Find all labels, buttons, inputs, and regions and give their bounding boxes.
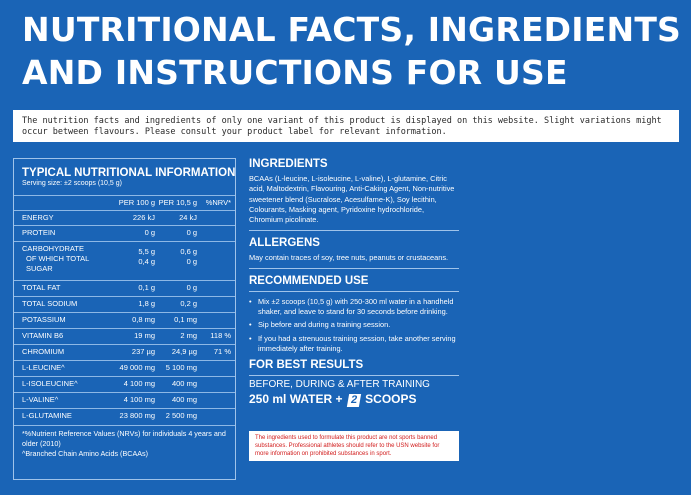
row-per-serving: 5 100 mg bbox=[165, 363, 197, 372]
row-per-serving: 400 mg bbox=[171, 395, 197, 404]
page-title-line-1: NUTRITIONAL FACTS, INGREDIENTS bbox=[22, 10, 681, 49]
sports-warning: The ingredients used to formulate this p… bbox=[249, 431, 459, 461]
best-results-title: FOR BEST RESULTS bbox=[249, 359, 364, 372]
row-per-serving: 0 g bbox=[186, 283, 197, 292]
row-sublabel: SUGAR bbox=[26, 264, 53, 273]
row-per-100g: 0,4 g bbox=[138, 257, 155, 266]
row-per-serving: 0 g bbox=[186, 228, 197, 237]
divider bbox=[249, 267, 459, 269]
training-timing: BEFORE, DURING & AFTER TRAINING bbox=[249, 379, 430, 391]
disclaimer-banner: The nutrition facts and ingredients of o… bbox=[13, 110, 679, 142]
scoops-label: SCOOPS bbox=[365, 392, 417, 407]
nutrition-footnotes: *%Nutrient Reference Values (NRVs) for i… bbox=[22, 429, 230, 459]
table-row: TOTAL SODIUM 1,8 g 0,2 g bbox=[14, 296, 235, 312]
column-per-100g: PER 100 g bbox=[118, 198, 155, 207]
nrv-footnote: *%Nutrient Reference Values (NRVs) for i… bbox=[22, 429, 226, 448]
table-row: L-ISOLEUCINE^ 4 100 mg 400 mg bbox=[14, 376, 235, 392]
allergens-text: May contain traces of soy, tree nuts, pe… bbox=[249, 253, 449, 263]
ingredients-title: INGREDIENTS bbox=[249, 158, 328, 170]
row-per-100g: 5,5 g bbox=[138, 247, 155, 256]
row-label: PROTEIN bbox=[22, 228, 56, 237]
row-label: ENERGY bbox=[22, 213, 54, 222]
allergens-title: ALLERGENS bbox=[249, 237, 320, 250]
row-per-100g: 4 100 mg bbox=[123, 379, 155, 388]
usage-step: If you had a strenuous training session,… bbox=[249, 334, 459, 355]
page-title-line-2: AND INSTRUCTIONS FOR USE bbox=[22, 53, 568, 92]
bcaa-footnote: ^Branched Chain Amino Acids (BCAAs) bbox=[22, 449, 149, 458]
row-per-serving: 24,9 µg bbox=[171, 347, 197, 356]
info-column: INGREDIENTS BCAAs (L-leucine, L-isoleuci… bbox=[249, 158, 459, 408]
scoops-count-badge: 2 bbox=[346, 394, 361, 408]
usage-step: Sip before and during a training session… bbox=[249, 320, 459, 331]
recommended-title: RECOMMENDED USE bbox=[249, 274, 369, 287]
row-per-100g: 49 000 mg bbox=[119, 363, 155, 372]
row-per-100g: 0,1 g bbox=[138, 283, 155, 292]
table-row: TOTAL FAT 0,1 g 0 g bbox=[14, 280, 235, 296]
row-label: POTASSIUM bbox=[22, 315, 66, 324]
table-row: ENERGY 226 kJ 24 kJ bbox=[14, 210, 235, 226]
divider bbox=[249, 290, 459, 292]
row-per-100g: 19 mg bbox=[134, 331, 155, 340]
row-per-100g: 1,8 g bbox=[138, 299, 155, 308]
row-per-serving: 0,2 g bbox=[180, 299, 197, 308]
table-row: CHROMIUM 237 µg 24,9 µg 71 % bbox=[14, 344, 235, 360]
nutrition-panel: TYPICAL NUTRITIONAL INFORMATION Serving … bbox=[13, 158, 236, 480]
row-per-serving: 0 g bbox=[186, 257, 197, 266]
row-label: TOTAL FAT bbox=[22, 283, 61, 292]
table-row: POTASSIUM 0,8 mg 0,1 mg bbox=[14, 312, 235, 328]
column-per-serving: PER 10,5 g bbox=[158, 198, 197, 207]
table-header: PER 100 g PER 10,5 g %NRV* bbox=[14, 195, 235, 210]
row-per-serving: 400 mg bbox=[171, 379, 197, 388]
row-per-serving: 2 mg bbox=[180, 331, 197, 340]
table-row: L-VALINE^ 4 100 mg 400 mg bbox=[14, 392, 235, 408]
row-per-100g: 23 800 mg bbox=[119, 411, 155, 420]
table-row: CARBOHYDRATE OF WHICH TOTAL SUGAR 5,5 g … bbox=[14, 241, 235, 280]
serving-size: Serving size: ±2 scoops (10,5 g) bbox=[22, 180, 122, 187]
row-per-serving: 0,1 mg bbox=[174, 315, 197, 324]
row-nrv: 118 % bbox=[210, 331, 231, 340]
row-label: TOTAL SODIUM bbox=[22, 299, 78, 308]
row-label: L-LEUCINE^ bbox=[22, 363, 65, 372]
row-per-serving: 2 500 mg bbox=[165, 411, 197, 420]
row-per-serving: 0,6 g bbox=[180, 247, 197, 256]
row-per-100g: 4 100 mg bbox=[123, 395, 155, 404]
row-label: L-VALINE^ bbox=[22, 395, 59, 404]
row-per-100g: 237 µg bbox=[131, 347, 155, 356]
table-row: L-GLUTAMINE 23 800 mg 2 500 mg bbox=[14, 408, 235, 426]
row-label: CARBOHYDRATE bbox=[22, 244, 84, 253]
table-row: VITAMIN B6 19 mg 2 mg 118 % bbox=[14, 328, 235, 344]
row-per-100g: 0 g bbox=[144, 228, 155, 237]
row-per-100g: 226 kJ bbox=[132, 213, 155, 222]
row-per-serving: 24 kJ bbox=[179, 213, 197, 222]
row-label: L-GLUTAMINE bbox=[22, 411, 72, 420]
row-sublabel: OF WHICH TOTAL bbox=[26, 254, 90, 263]
row-nrv: 71 % bbox=[213, 347, 231, 356]
row-per-100g: 0,8 mg bbox=[132, 315, 155, 324]
nutrition-title: TYPICAL NUTRITIONAL INFORMATION bbox=[22, 167, 236, 179]
table-row: L-LEUCINE^ 49 000 mg 5 100 mg bbox=[14, 360, 235, 376]
divider bbox=[249, 375, 459, 377]
column-nrv: %NRV* bbox=[205, 198, 231, 207]
row-label: CHROMIUM bbox=[22, 347, 65, 356]
row-label: L-ISOLEUCINE^ bbox=[22, 379, 78, 388]
table-row: PROTEIN 0 g 0 g bbox=[14, 225, 235, 241]
dosage-line: 250 ml WATER + 2 SCOOPS bbox=[249, 392, 459, 408]
usage-step: Mix ±2 scoops (10,5 g) with 250-300 ml w… bbox=[249, 297, 459, 318]
water-amount: 250 ml WATER + bbox=[249, 392, 343, 407]
row-label: VITAMIN B6 bbox=[22, 331, 64, 340]
ingredients-text: BCAAs (L-leucine, L-isoleucine, L-valine… bbox=[249, 174, 455, 225]
divider bbox=[249, 230, 459, 232]
page-title: NUTRITIONAL FACTS, INGREDIENTS AND INSTR… bbox=[22, 8, 682, 94]
